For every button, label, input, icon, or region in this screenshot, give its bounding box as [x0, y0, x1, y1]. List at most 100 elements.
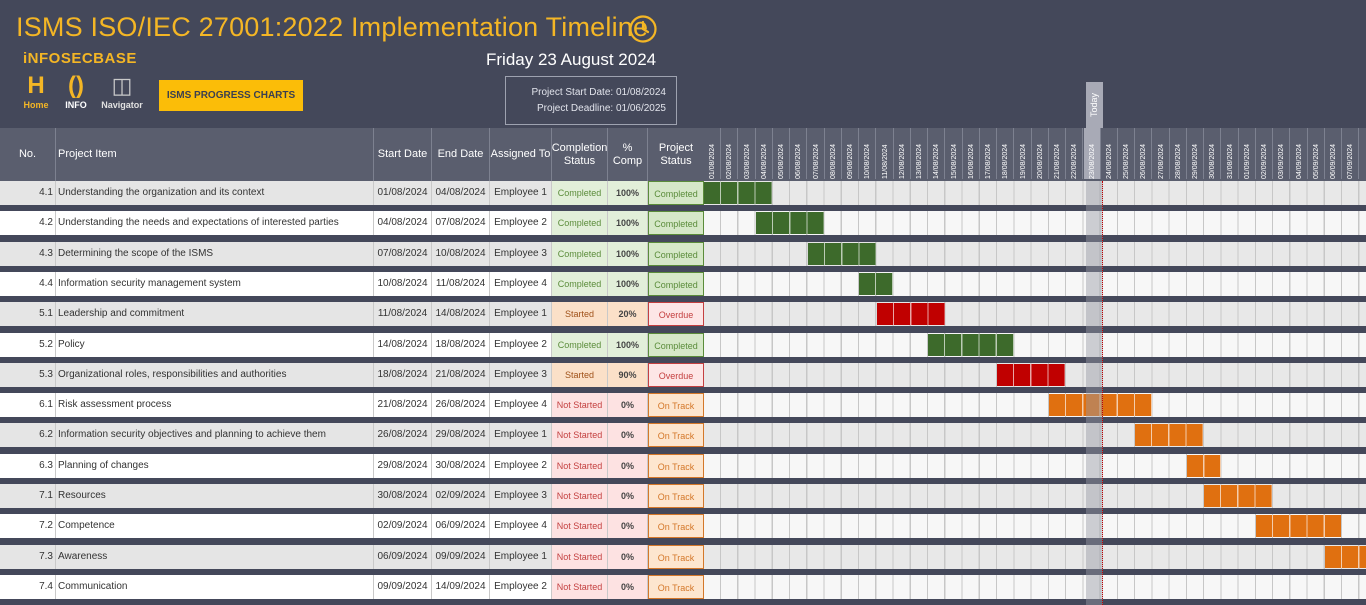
gantt-bar[interactable]: [1049, 394, 1152, 417]
page-title: ISMS ISO/IEC 27001:2022 Implementation T…: [16, 12, 649, 42]
completion-status: Not Started: [552, 393, 608, 418]
gantt-date-label: 11/08/2024: [876, 128, 894, 179]
gantt-bar[interactable]: [997, 363, 1066, 386]
table-row[interactable]: 4.2 Understanding the needs and expectati…: [0, 211, 704, 236]
home-button[interactable]: H Home: [20, 72, 52, 114]
header-project-status: Project Status: [658, 141, 694, 167]
gantt-date-label: 19/08/2024: [1014, 128, 1032, 179]
project-item: Communication: [56, 574, 374, 599]
gantt-date-label: 04/08/2024: [755, 128, 773, 179]
gantt-date-label: 07/09/2024: [1342, 128, 1360, 179]
row-number: 7.1: [0, 484, 56, 508]
gantt-date-label: 14/08/2024: [928, 128, 946, 179]
gantt-bar[interactable]: [928, 333, 1014, 356]
gantt-date-label: 01/08/2024: [704, 128, 721, 179]
start-date: 07/08/2024: [374, 241, 432, 266]
gantt-date-label: 21/08/2024: [1049, 128, 1066, 179]
assigned-to: Employee 4: [490, 393, 552, 418]
gantt-date-header: 01/08/2024 02/08/2024 03/08/2024 04/08/2024…: [704, 128, 1366, 181]
table-row[interactable]: 7.4 Communication 09/09/2024 14/09/2024 Empl…: [0, 574, 704, 599]
start-date: 01/08/2024: [374, 181, 432, 205]
home-label: Home: [23, 100, 49, 110]
gantt-bar[interactable]: [859, 272, 893, 295]
gantt-bar[interactable]: [1135, 424, 1204, 447]
percent-complete: 100%: [608, 241, 648, 266]
project-status: On Track: [648, 453, 704, 478]
table-row[interactable]: 4.4 Information security management syste…: [0, 271, 704, 296]
assigned-to: Employee 2: [490, 453, 552, 478]
table-row[interactable]: 7.2 Competence 02/09/2024 06/09/2024 Employe…: [0, 514, 704, 539]
project-item: Information security objectives and plan…: [56, 423, 374, 448]
start-date: 30/08/2024: [374, 484, 432, 508]
project-item: Competence: [56, 514, 374, 539]
start-date: 06/09/2024: [374, 544, 432, 569]
table-row[interactable]: 5.3 Organizational roles, responsibilitie…: [0, 362, 704, 387]
project-item: Policy: [56, 332, 374, 357]
table-row[interactable]: 4.3 Determining the scope of the ISMS 07/0…: [0, 241, 704, 266]
completion-status: Completed: [552, 332, 608, 357]
start-date: 02/09/2024: [374, 514, 432, 539]
gantt-bar[interactable]: [1204, 485, 1273, 507]
navigator-button[interactable]: ◫ Navigator: [96, 72, 148, 114]
start-date: 11/08/2024: [374, 302, 432, 327]
percent-complete: 0%: [608, 544, 648, 569]
row-number: 7.3: [0, 544, 56, 569]
completion-status: Started: [552, 302, 608, 327]
assigned-to: Employee 1: [490, 181, 552, 205]
gantt-bar[interactable]: [1256, 515, 1342, 538]
percent-complete: 90%: [608, 362, 648, 387]
completion-status: Started: [552, 362, 608, 387]
table-row[interactable]: 6.2 Information security objectives and p…: [0, 423, 704, 448]
table-row[interactable]: 7.3 Awareness 06/09/2024 09/09/2024 Employee…: [0, 544, 704, 569]
assigned-to: Employee 3: [490, 362, 552, 387]
table-row[interactable]: 6.3 Planning of changes 29/08/2024 30/08/20…: [0, 453, 704, 478]
end-date: 09/09/2024: [432, 544, 490, 569]
binoculars-icon: ◫: [111, 73, 133, 98]
percent-complete: 0%: [608, 423, 648, 448]
gantt-bar[interactable]: [1187, 454, 1221, 477]
gantt-bar[interactable]: [876, 303, 945, 326]
header: ISMS ISO/IEC 27001:2022 Implementation T…: [0, 0, 704, 128]
table-row[interactable]: 4.1 Understanding the organization and it…: [0, 181, 704, 205]
project-status: Completed: [648, 271, 704, 296]
assigned-to: Employee 2: [490, 211, 552, 236]
gantt-bar[interactable]: [1325, 545, 1366, 568]
project-status: On Track: [648, 484, 704, 508]
end-date: 10/08/2024: [432, 241, 490, 266]
gantt-row: [704, 453, 1366, 478]
percent-complete: 0%: [608, 574, 648, 599]
table-row[interactable]: 7.1 Resources 30/08/2024 02/09/2024 Employee…: [0, 484, 704, 508]
clock-icon: [629, 15, 657, 43]
project-status: On Track: [648, 574, 704, 599]
gantt-rows: [704, 181, 1366, 605]
gantt-date-label: 06/09/2024: [1325, 128, 1342, 179]
header-end-date: End Date: [432, 128, 490, 181]
gantt-date-label: 09/08/2024: [842, 128, 859, 179]
gantt-bar[interactable]: [755, 212, 824, 235]
assigned-to: Employee 1: [490, 544, 552, 569]
info-button[interactable]: () INFO: [58, 72, 94, 114]
end-date: 02/09/2024: [432, 484, 490, 508]
completion-status: Not Started: [552, 574, 608, 599]
start-date: 09/09/2024: [374, 574, 432, 599]
row-number: 5.3: [0, 362, 56, 387]
gantt-date-label: 27/08/2024: [1152, 128, 1170, 179]
project-status: On Track: [648, 423, 704, 448]
table-row[interactable]: 6.1 Risk assessment process 21/08/2024 26/0…: [0, 393, 704, 418]
completion-status: Completed: [552, 181, 608, 205]
project-table: 4.1 Understanding the organization and it…: [0, 181, 704, 605]
assigned-to: Employee 4: [490, 514, 552, 539]
gantt-date-label: 16/08/2024: [962, 128, 980, 179]
gantt-row: [704, 544, 1366, 569]
project-item: Organizational roles, responsibilities a…: [56, 362, 374, 387]
gantt-bar[interactable]: [704, 182, 772, 204]
row-number: 4.3: [0, 241, 56, 266]
project-status: On Track: [648, 514, 704, 539]
progress-charts-button[interactable]: ISMS PROGRESS CHARTS: [159, 80, 303, 111]
gantt-date-label: 04/09/2024: [1290, 128, 1308, 179]
assigned-to: Employee 3: [490, 484, 552, 508]
table-row[interactable]: 5.1 Leadership and commitment 11/08/2024 14…: [0, 302, 704, 327]
project-status: Overdue: [648, 362, 704, 387]
gantt-bar[interactable]: [807, 242, 876, 265]
